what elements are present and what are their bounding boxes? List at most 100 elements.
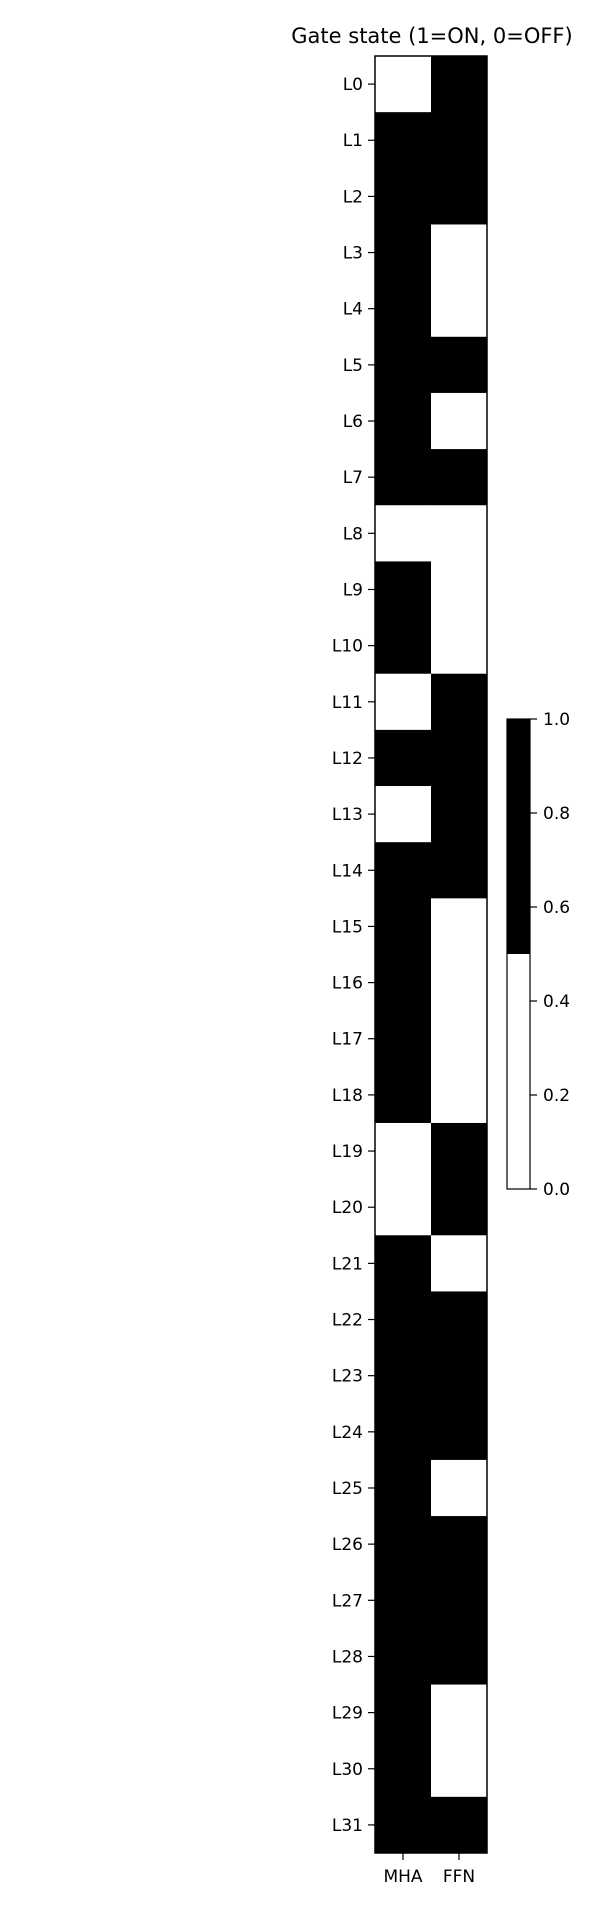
heatmap-cell-l2-ffn	[431, 168, 488, 225]
heatmap-cells	[375, 56, 488, 1854]
heatmap-cell-l3-mha	[375, 224, 432, 282]
heatmap-cell-l21-ffn	[431, 1235, 488, 1292]
heatmap-cell-l31-mha	[375, 1796, 432, 1854]
chart-title: Gate state (1=ON, 0=OFF)	[291, 24, 572, 48]
heatmap-cell-l22-mha	[375, 1291, 432, 1349]
heatmap-cell-l9-mha	[375, 561, 432, 619]
heatmap-cell-l25-mha	[375, 1459, 432, 1517]
heatmap-cell-l5-mha	[375, 336, 432, 394]
heatmap-cell-l29-mha	[375, 1684, 432, 1742]
colorbar-tick-label-0-6: 0.6	[543, 898, 570, 918]
heatmap-cell-l0-ffn	[431, 56, 488, 113]
colorbar-tick-label-0-2: 0.2	[543, 1086, 570, 1106]
y-tick-label-l4: L4	[343, 300, 363, 320]
heatmap-cell-l1-ffn	[431, 112, 488, 169]
colorbar-tick-label-0-4: 0.4	[543, 992, 570, 1012]
y-tick-label-l15: L15	[332, 917, 363, 937]
heatmap-cell-l7-mha	[375, 449, 432, 506]
heatmap-cell-l29-ffn	[431, 1684, 488, 1742]
heatmap-cell-l16-mha	[375, 954, 432, 1012]
colorbar-segment-on	[507, 719, 530, 954]
heatmap-cell-l28-ffn	[431, 1628, 488, 1686]
y-tick-label-l25: L25	[332, 1479, 363, 1499]
heatmap-cell-l15-ffn	[431, 898, 488, 955]
y-tick-label-l21: L21	[332, 1254, 363, 1274]
heatmap-cell-l14-mha	[375, 842, 432, 899]
heatmap-cell-l12-ffn	[431, 729, 488, 787]
y-tick-label-l5: L5	[343, 356, 363, 376]
heatmap-cell-l2-mha	[375, 168, 432, 225]
y-tick-label-l26: L26	[332, 1535, 363, 1555]
y-tick-label-l31: L31	[332, 1816, 363, 1836]
heatmap-cell-l3-ffn	[431, 224, 488, 282]
heatmap-cell-l19-ffn	[431, 1122, 488, 1180]
heatmap-cell-l15-mha	[375, 898, 432, 955]
y-tick-label-l1: L1	[343, 131, 363, 151]
heatmap-cell-l17-ffn	[431, 1010, 488, 1068]
y-tick-label-l23: L23	[332, 1367, 363, 1387]
heatmap-cell-l14-ffn	[431, 842, 488, 899]
heatmap-cell-l22-ffn	[431, 1291, 488, 1349]
colorbar-frame	[506, 718, 531, 1190]
heatmap-cell-l24-mha	[375, 1403, 432, 1461]
colorbar-tick-label-0-8: 0.8	[543, 804, 570, 824]
heatmap-cell-l13-mha	[375, 786, 432, 843]
y-tick-label-l30: L30	[332, 1760, 363, 1780]
heatmap-cell-l27-ffn	[431, 1572, 488, 1629]
y-tick-label-l7: L7	[343, 468, 363, 488]
x-tick-label-mha: MHA	[383, 1867, 422, 1887]
y-tick-label-l16: L16	[332, 974, 363, 994]
heatmap-cell-l18-mha	[375, 1066, 432, 1124]
colorbar: 0.0 0.2 0.4 0.6 0.8 1.0	[506, 710, 570, 1200]
y-tick-label-l11: L11	[332, 693, 363, 713]
heatmap-cell-l11-ffn	[431, 673, 488, 731]
heatmap-cell-l11-mha	[375, 673, 432, 731]
y-axis: L0 L1 L2 L3 L4 L5 L6 L7 L8 L9 L10 L11 L12 L13 L14 L15 L1…	[332, 75, 375, 1836]
y-tick-label-l9: L9	[343, 580, 363, 600]
y-tick-label-l29: L29	[332, 1704, 363, 1724]
heatmap-cell-l26-mha	[375, 1516, 432, 1573]
heatmap-cell-l19-mha	[375, 1122, 432, 1180]
heatmap-cell-l28-mha	[375, 1628, 432, 1686]
y-tick-label-l20: L20	[332, 1198, 363, 1218]
y-tick-label-l27: L27	[332, 1591, 363, 1611]
y-tick-label-l3: L3	[343, 244, 363, 264]
y-tick-label-l28: L28	[332, 1647, 363, 1667]
heatmap-cell-l26-ffn	[431, 1516, 488, 1573]
y-tick-label-l6: L6	[343, 412, 363, 432]
heatmap-cell-l6-mha	[375, 392, 432, 450]
heatmap-cell-l0-mha	[375, 56, 432, 113]
heatmap-cell-l20-ffn	[431, 1179, 488, 1236]
x-axis: MHA FFN	[383, 1853, 475, 1887]
y-tick-label-l22: L22	[332, 1311, 363, 1331]
colorbar-tick-label-0-0: 0.0	[543, 1180, 570, 1200]
heatmap-cell-l12-mha	[375, 729, 432, 787]
heatmap-cell-l13-ffn	[431, 786, 488, 843]
y-tick-label-l14: L14	[332, 861, 363, 881]
heatmap-cell-l4-ffn	[431, 280, 488, 338]
y-tick-label-l13: L13	[332, 805, 363, 825]
heatmap-cell-l8-ffn	[431, 505, 488, 562]
y-tick-label-l19: L19	[332, 1142, 363, 1162]
heatmap-cell-l4-mha	[375, 280, 432, 338]
heatmap-frame	[374, 55, 488, 1854]
heatmap-cell-l6-ffn	[431, 392, 488, 450]
heatmap-cell-l1-mha	[375, 112, 432, 169]
colorbar-tick-label-1-0: 1.0	[543, 710, 570, 730]
heatmap-cell-l18-ffn	[431, 1066, 488, 1124]
heatmap-cell-l24-ffn	[431, 1403, 488, 1461]
heatmap-cell-l31-ffn	[431, 1796, 488, 1854]
heatmap-cell-l5-ffn	[431, 336, 488, 394]
heatmap-cell-l30-mha	[375, 1740, 432, 1798]
colorbar-segment-off	[507, 954, 530, 1189]
heatmap-cell-l27-mha	[375, 1572, 432, 1629]
heatmap-cell-l23-mha	[375, 1347, 432, 1405]
heatmap-cell-l30-ffn	[431, 1740, 488, 1798]
x-tick-label-ffn: FFN	[443, 1867, 475, 1887]
heatmap-cell-l9-ffn	[431, 561, 488, 619]
y-tick-label-l10: L10	[332, 637, 363, 657]
heatmap-cell-l10-ffn	[431, 617, 488, 675]
heatmap-cell-l23-ffn	[431, 1347, 488, 1405]
heatmap-cell-l10-mha	[375, 617, 432, 675]
